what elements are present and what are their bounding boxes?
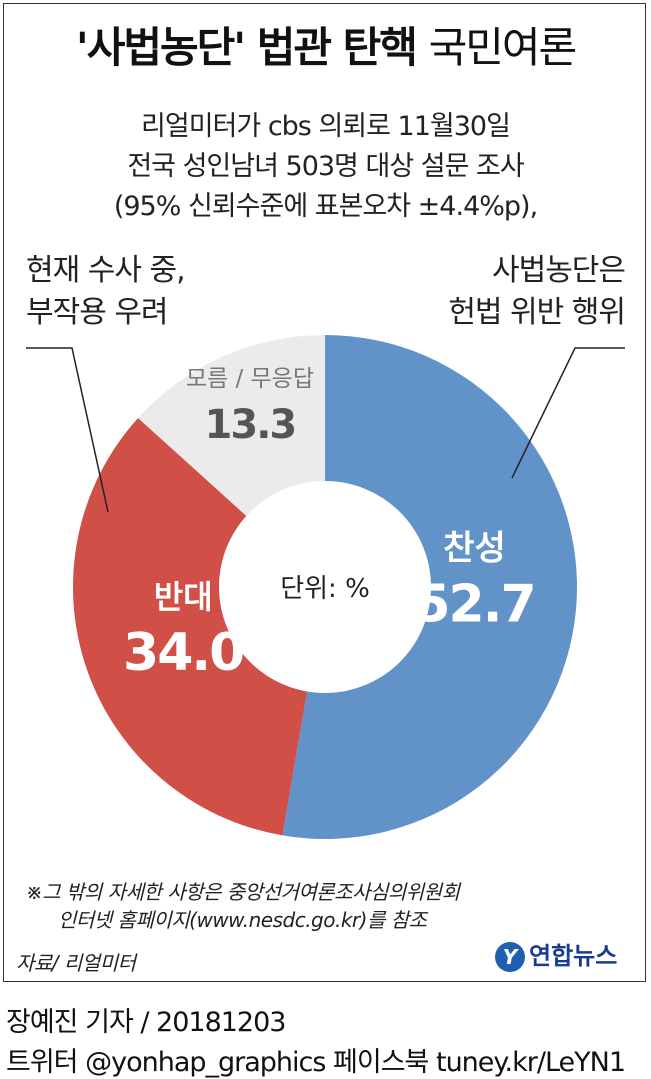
footer-reporter: 장예진 기자 / 20181203	[6, 1007, 286, 1038]
leader-line-support	[511, 347, 625, 479]
subtitle-line-2: 전국 성인남녀 503명 대상 설문 조사	[127, 151, 524, 182]
yonhap-logo-icon: Y	[495, 942, 525, 972]
yonhap-logo-text: 연합뉴스	[529, 942, 618, 970]
callout-oppose-line-2: 부작용 우려	[26, 295, 169, 330]
subtitle-line-3: (95% 신뢰수준에 표본오차 ±4.4%p),	[113, 191, 538, 222]
slice-label-oppose: 반대	[154, 578, 213, 616]
slice-value-unknown: 13.3	[205, 402, 296, 448]
slice-value-support: 52.7	[414, 575, 534, 635]
leader-line-oppose	[26, 347, 109, 513]
title-light: 국민여론	[428, 23, 578, 72]
slice-value-oppose: 34.0	[123, 623, 243, 683]
title-bold: '사법농단' 법관 탄핵	[75, 23, 418, 72]
callout-support-line-2: 헌법 위반 행위	[448, 295, 626, 330]
donut-hole	[219, 481, 431, 693]
source-note: 자료/ 리얼미터	[16, 951, 136, 975]
subtitle-line-1: 리얼미터가 cbs 의뢰로 11월30일	[141, 111, 511, 142]
yonhap-logo: Y 연합뉴스	[495, 936, 617, 972]
slice-label-support: 찬성	[443, 529, 506, 569]
slice-label-unknown: 모름 / 무응답	[186, 366, 314, 392]
callout-oppose-line-1: 현재 수사 중,	[26, 253, 186, 288]
footnote-line-1: ※그 밖의 자세한 사항은 중앙선거여론조사심의위원회	[26, 880, 460, 904]
unit-label: 단위: %	[280, 574, 370, 604]
footer-social: 트위터 @yonhap_graphics 페이스북 tuney.kr/LeYN1	[6, 1047, 626, 1078]
slice-oppose	[73, 417, 326, 836]
footnote-line-2: 인터넷 홈페이지(www.nesdc.go.kr)를 참조	[58, 908, 427, 932]
callout-support: 사법농단은 헌법 위반 행위	[448, 250, 626, 334]
infographic-frame	[3, 3, 646, 982]
callout-support-line-1: 사법농단은	[492, 253, 626, 288]
callout-oppose: 현재 수사 중, 부작용 우려	[26, 250, 186, 334]
page-title: '사법농단' 법관 탄핵 국민여론	[0, 14, 651, 75]
